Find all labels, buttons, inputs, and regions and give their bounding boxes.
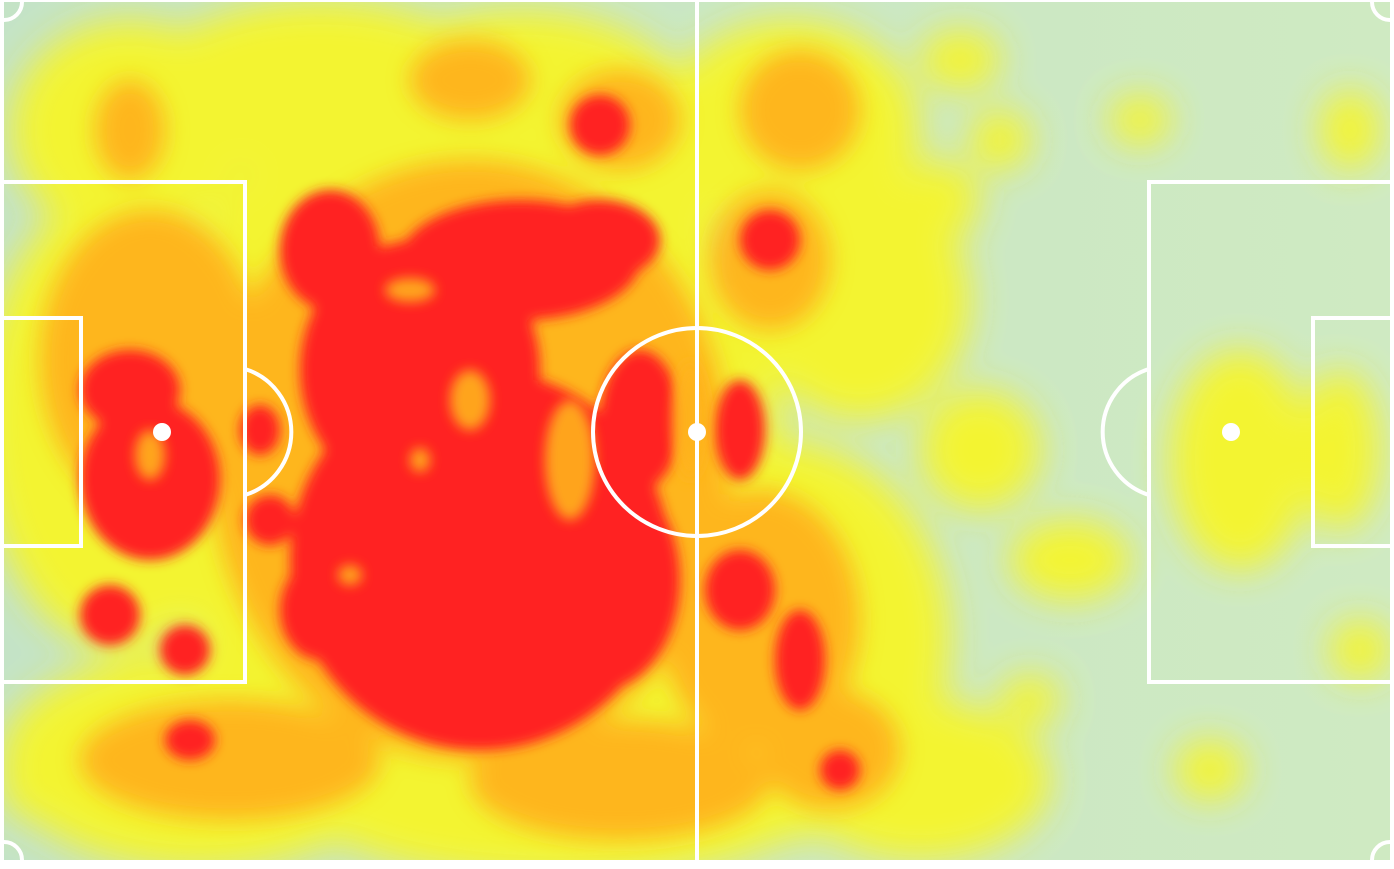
corner-arc-bottom-left	[3, 840, 24, 861]
pitch-spots	[153, 423, 1240, 441]
corner-arc-bottom-right	[1370, 840, 1391, 861]
corner-arc-top-left	[3, 1, 24, 22]
left-goal-area	[0, 316, 83, 548]
left-penalty-arc	[244, 367, 294, 497]
centre-circle	[591, 326, 803, 538]
right-penalty-area	[1147, 180, 1394, 684]
left-penalty-area	[0, 180, 247, 684]
right-penalty-spot	[1222, 423, 1240, 441]
centre-spot	[688, 423, 706, 441]
right-penalty-arc	[1100, 367, 1150, 497]
corner-arc-top-right	[1370, 1, 1391, 22]
right-goal-area	[1311, 316, 1394, 548]
left-penalty-spot	[153, 423, 171, 441]
